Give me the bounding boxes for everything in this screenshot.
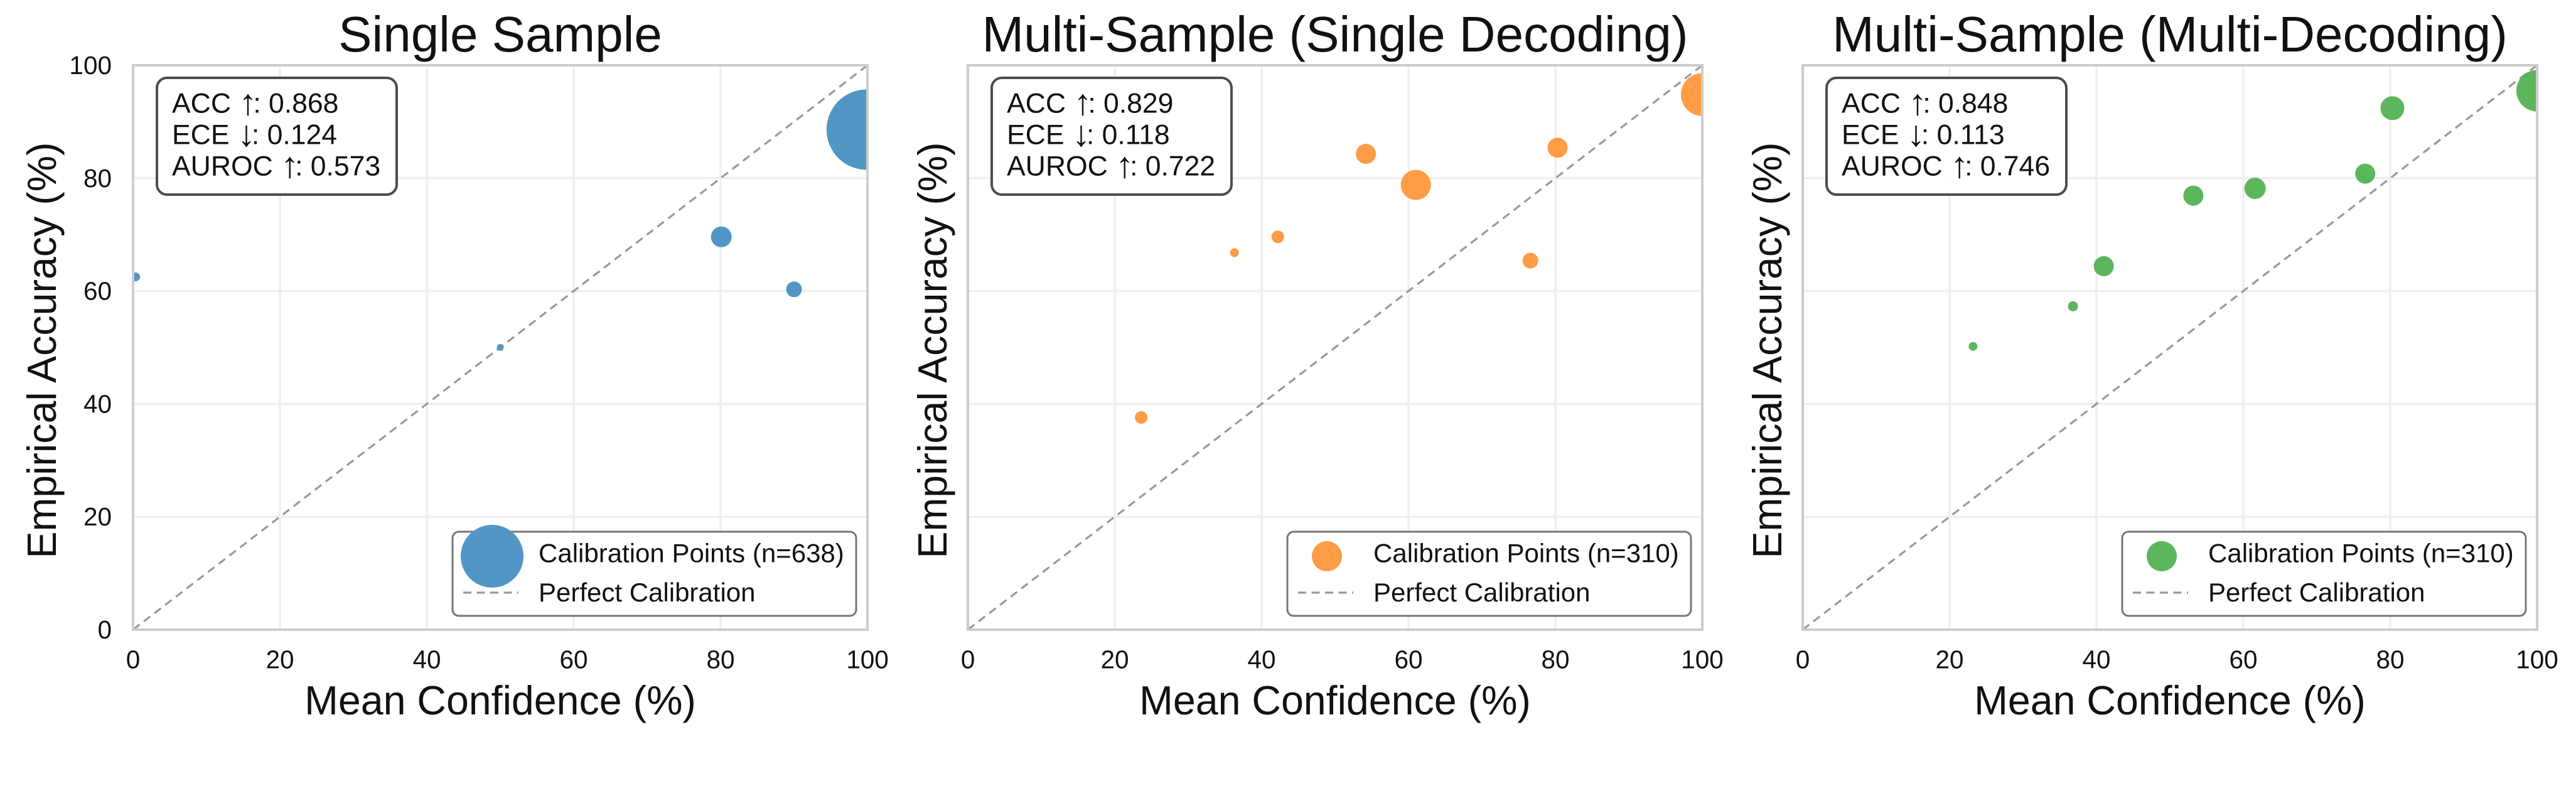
svg-text:Single Sample: Single Sample xyxy=(338,6,662,62)
svg-text:ECE ↓: 0.118: ECE ↓: 0.118 xyxy=(1007,114,1170,154)
svg-text:80: 80 xyxy=(1541,645,1569,674)
svg-text:AUROC ↑: 0.746: AUROC ↑: 0.746 xyxy=(1842,145,2050,186)
svg-text:Empirical Accuracy (%): Empirical Accuracy (%) xyxy=(19,142,65,558)
svg-text:Mean Confidence (%): Mean Confidence (%) xyxy=(304,678,696,723)
svg-text:ACC ↑: 0.868: ACC ↑: 0.868 xyxy=(172,82,338,123)
svg-text:40: 40 xyxy=(412,645,441,674)
svg-text:60: 60 xyxy=(83,277,112,306)
svg-text:Calibration Points (n=310): Calibration Points (n=310) xyxy=(1373,539,1679,568)
svg-text:AUROC ↑: 0.722: AUROC ↑: 0.722 xyxy=(1007,145,1215,186)
svg-text:Calibration Points (n=310): Calibration Points (n=310) xyxy=(2208,539,2514,568)
svg-text:100: 100 xyxy=(69,51,112,80)
svg-text:Mean Confidence (%): Mean Confidence (%) xyxy=(1974,678,2366,723)
svg-text:ECE ↓: 0.124: ECE ↓: 0.124 xyxy=(172,114,337,154)
svg-text:20: 20 xyxy=(83,502,112,531)
svg-text:60: 60 xyxy=(559,645,588,674)
svg-text:80: 80 xyxy=(83,164,112,193)
svg-text:0: 0 xyxy=(961,645,975,674)
svg-text:Empirical Accuracy (%): Empirical Accuracy (%) xyxy=(1745,142,1790,558)
svg-text:Calibration Points (n=638): Calibration Points (n=638) xyxy=(539,539,844,568)
svg-text:0: 0 xyxy=(97,615,112,644)
svg-text:40: 40 xyxy=(1247,645,1275,674)
svg-text:80: 80 xyxy=(706,645,734,674)
svg-text:100: 100 xyxy=(2516,645,2558,674)
svg-text:Multi-Sample (Single Decoding): Multi-Sample (Single Decoding) xyxy=(982,6,1688,62)
svg-text:20: 20 xyxy=(266,645,294,674)
svg-text:Multi-Sample (Multi-Decoding): Multi-Sample (Multi-Decoding) xyxy=(1832,6,2508,62)
svg-text:AUROC ↑: 0.573: AUROC ↑: 0.573 xyxy=(172,145,380,186)
svg-text:20: 20 xyxy=(1935,645,1963,674)
svg-text:40: 40 xyxy=(83,389,112,418)
svg-text:ACC ↑: 0.848: ACC ↑: 0.848 xyxy=(1842,82,2008,123)
svg-text:Mean Confidence (%): Mean Confidence (%) xyxy=(1139,678,1531,723)
svg-text:ACC ↑: 0.829: ACC ↑: 0.829 xyxy=(1007,82,1173,123)
svg-text:100: 100 xyxy=(846,645,889,674)
svg-text:Perfect Calibration: Perfect Calibration xyxy=(2208,578,2425,607)
svg-text:60: 60 xyxy=(2229,645,2257,674)
svg-text:0: 0 xyxy=(126,645,141,674)
svg-text:80: 80 xyxy=(2376,645,2404,674)
svg-text:0: 0 xyxy=(1796,645,1810,674)
svg-text:40: 40 xyxy=(2082,645,2110,674)
svg-text:Perfect Calibration: Perfect Calibration xyxy=(1373,578,1591,607)
svg-text:Empirical Accuracy (%): Empirical Accuracy (%) xyxy=(910,142,955,558)
svg-text:100: 100 xyxy=(1681,645,1724,674)
svg-text:60: 60 xyxy=(1394,645,1422,674)
svg-text:ECE ↓: 0.113: ECE ↓: 0.113 xyxy=(1842,114,2005,154)
svg-text:Perfect Calibration: Perfect Calibration xyxy=(539,578,756,607)
svg-text:20: 20 xyxy=(1100,645,1129,674)
